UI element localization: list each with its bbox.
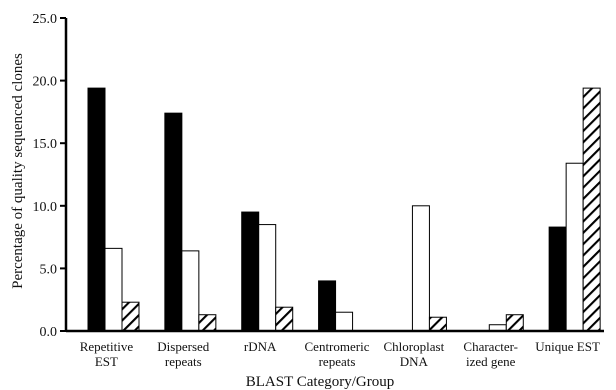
bar-0-1 bbox=[104, 247, 123, 332]
bar-1-1 bbox=[181, 250, 200, 332]
x-tick-label: Centromeric bbox=[305, 339, 370, 354]
x-tick-label: repeats bbox=[319, 354, 356, 369]
x-tick-label: rDNA bbox=[244, 339, 277, 354]
bar-5-2 bbox=[505, 314, 524, 332]
bar-6-1 bbox=[565, 162, 584, 332]
bar-6-2 bbox=[582, 87, 601, 332]
x-tick-label: repeats bbox=[165, 354, 202, 369]
bar-6-0 bbox=[548, 226, 567, 332]
y-tick-label: 20.0 bbox=[33, 75, 58, 90]
y-tick-label: 0.0 bbox=[40, 325, 58, 340]
x-tick-label: Character- bbox=[463, 339, 518, 354]
bar-3-1 bbox=[335, 311, 354, 332]
bar-0-2 bbox=[121, 301, 140, 332]
y-tick-label: 10.0 bbox=[33, 200, 58, 215]
y-tick-label: 25.0 bbox=[33, 12, 58, 27]
bar-4-2 bbox=[428, 316, 447, 332]
plot-area bbox=[87, 87, 601, 332]
y-axis-title: Percentage of quality sequenced clones bbox=[10, 53, 26, 289]
x-tick-label: DNA bbox=[400, 354, 429, 369]
bar-3-0 bbox=[318, 280, 337, 332]
y-tick-label: 15.0 bbox=[33, 137, 58, 152]
bar-1-2 bbox=[198, 314, 217, 332]
x-tick-label: Unique EST bbox=[535, 339, 600, 354]
y-tick-label: 5.0 bbox=[40, 262, 58, 277]
x-tick-label: Chloroplast bbox=[384, 339, 445, 354]
bar-4-1 bbox=[411, 205, 430, 332]
x-tick-label: EST bbox=[95, 354, 118, 369]
x-tick-label: ized gene bbox=[466, 354, 516, 369]
bar-0-0 bbox=[87, 87, 106, 332]
bar-2-1 bbox=[258, 224, 277, 332]
x-tick-label: Repetitive bbox=[80, 339, 134, 354]
bar-1-0 bbox=[164, 112, 183, 332]
bar-2-0 bbox=[241, 211, 260, 332]
x-tick-label: Dispersed bbox=[157, 339, 209, 354]
x-axis-title: BLAST Category/Group bbox=[246, 374, 394, 390]
bar-2-2 bbox=[275, 306, 294, 332]
